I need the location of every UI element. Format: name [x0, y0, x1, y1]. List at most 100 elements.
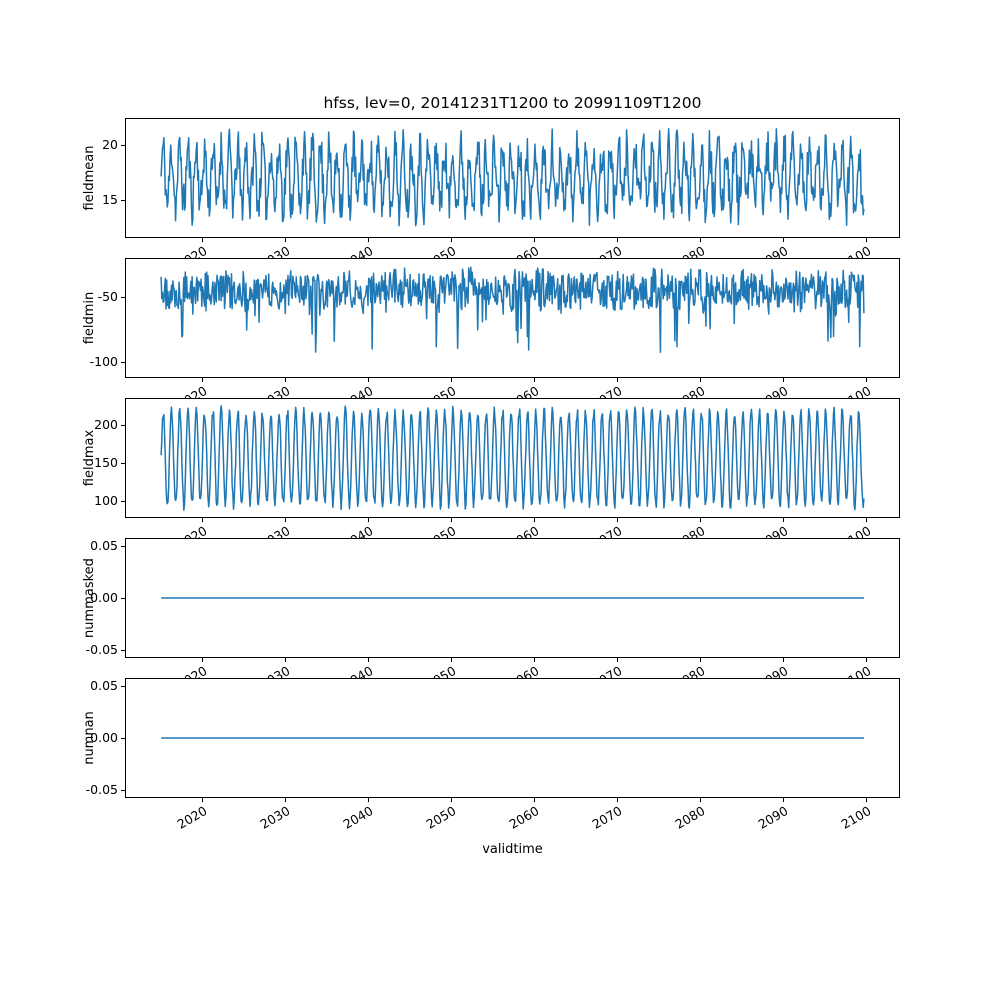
x-tick-label: 2020	[174, 803, 210, 832]
x-tick-label: 2050	[423, 803, 459, 832]
x-tick	[284, 658, 286, 662]
y-axis-label-nummasked: nummasked	[82, 558, 97, 638]
x-tick	[865, 518, 867, 522]
y-tick	[121, 738, 125, 739]
x-tick	[367, 518, 369, 522]
plot-area-fieldmin	[160, 266, 865, 353]
x-tick-label: 2030	[257, 803, 293, 832]
x-tick	[533, 798, 535, 802]
x-tick	[201, 518, 203, 522]
x-tick	[782, 238, 784, 242]
x-tick	[616, 238, 618, 242]
y-tick-label: 20	[102, 137, 118, 153]
x-tick-label: 2070	[589, 803, 625, 832]
x-tick	[367, 658, 369, 662]
x-tick-label: 2040	[340, 803, 376, 832]
x-tick	[450, 518, 452, 522]
x-tick	[201, 238, 203, 242]
y-tick	[121, 685, 125, 687]
panel-fieldmin	[125, 258, 900, 378]
x-tick	[616, 658, 618, 662]
y-tick-label: 200	[94, 417, 118, 433]
x-tick	[782, 518, 784, 522]
y-tick	[121, 425, 125, 427]
y-tick	[121, 545, 125, 547]
x-tick	[533, 378, 535, 382]
x-tick	[699, 518, 701, 522]
x-tick	[616, 378, 618, 382]
series-line-fieldmin	[160, 266, 865, 353]
x-tick	[284, 378, 286, 382]
x-tick	[284, 518, 286, 522]
x-tick	[616, 798, 618, 802]
y-tick-label: 100	[94, 493, 118, 509]
y-tick-label: 150	[94, 455, 118, 471]
x-tick	[367, 378, 369, 382]
x-tick	[699, 658, 701, 662]
series-line-fieldmean	[160, 127, 865, 227]
x-tick	[865, 238, 867, 242]
plot-area-numnan	[161, 737, 864, 739]
x-axis-label: validtime	[482, 842, 543, 857]
panel-numnan	[125, 678, 900, 798]
x-tick-label: 2100	[838, 803, 874, 832]
x-tick	[782, 798, 784, 802]
x-tick	[284, 798, 286, 802]
y-tick	[121, 501, 125, 503]
x-tick	[782, 658, 784, 662]
y-tick-label: 0.05	[90, 677, 118, 693]
x-tick	[201, 658, 203, 662]
x-tick	[865, 798, 867, 802]
x-tick	[865, 378, 867, 382]
x-tick	[450, 378, 452, 382]
x-tick	[450, 238, 452, 242]
y-tick-label: 0.00	[90, 590, 118, 605]
y-tick-label: -0.05	[85, 782, 118, 798]
y-axis-label-fieldmax: fieldmax	[82, 429, 97, 487]
x-tick	[201, 378, 203, 382]
y-tick-label: 0.00	[90, 730, 118, 745]
y-tick	[121, 362, 125, 364]
y-tick	[121, 598, 125, 599]
y-tick	[121, 790, 125, 792]
y-tick-label: 15	[102, 191, 118, 207]
plot-area-fieldmean	[160, 127, 865, 227]
panel-fieldmax	[125, 398, 900, 518]
x-tick-label: 2060	[506, 803, 542, 832]
x-tick	[533, 238, 535, 242]
x-tick	[450, 798, 452, 802]
panel-fieldmean	[125, 118, 900, 238]
y-axis-label-numnan: numnan	[82, 711, 97, 765]
x-tick	[865, 658, 867, 662]
x-tick	[782, 378, 784, 382]
y-tick-label: -100	[89, 354, 118, 370]
x-tick	[699, 238, 701, 242]
y-tick	[121, 463, 125, 465]
y-tick-label: -50	[97, 289, 118, 305]
y-tick	[121, 145, 125, 147]
y-axis-label-fieldmin: fieldmin	[82, 291, 97, 345]
x-tick	[201, 798, 203, 802]
x-tick	[284, 238, 286, 242]
plot-area-nummasked	[161, 597, 864, 599]
x-tick-label: 2080	[672, 803, 708, 832]
series-line-fieldmax	[160, 405, 865, 511]
y-tick	[121, 199, 125, 201]
y-tick	[121, 297, 125, 299]
x-tick-label: 2090	[755, 803, 791, 832]
x-tick	[616, 518, 618, 522]
panel-nummasked	[125, 538, 900, 658]
y-tick-label: -0.05	[85, 642, 118, 658]
plot-area-fieldmax	[160, 405, 865, 511]
x-tick	[450, 658, 452, 662]
y-axis-label-fieldmean: fieldmean	[82, 145, 97, 211]
x-tick	[699, 378, 701, 382]
x-tick	[367, 798, 369, 802]
y-tick	[121, 650, 125, 652]
x-tick	[533, 518, 535, 522]
x-tick	[533, 658, 535, 662]
chart-title: hfss, lev=0, 20141231T1200 to 20991109T1…	[323, 94, 702, 112]
y-tick-label: 0.05	[90, 537, 118, 553]
x-tick	[367, 238, 369, 242]
